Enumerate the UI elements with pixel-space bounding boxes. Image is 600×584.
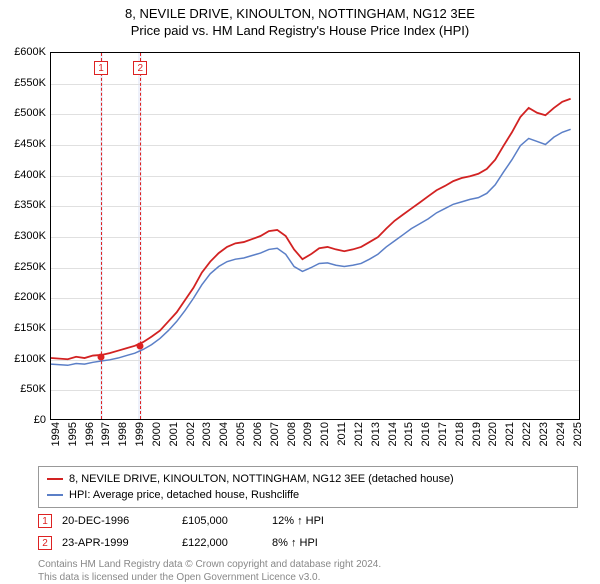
x-tick-label: 2000	[151, 422, 163, 452]
sale-point	[97, 353, 104, 360]
x-tick-label: 2014	[387, 422, 399, 452]
x-tick-label: 2025	[572, 422, 584, 452]
legend-swatch	[47, 494, 63, 496]
legend: 8, NEVILE DRIVE, KINOULTON, NOTTINGHAM, …	[38, 466, 578, 584]
series-hpi	[51, 129, 571, 365]
x-tick-label: 2005	[235, 422, 247, 452]
x-tick-label: 1998	[117, 422, 129, 452]
x-tick-label: 2024	[555, 422, 567, 452]
event-delta: 12% ↑ HPI	[272, 515, 324, 527]
y-axis: £0£50K£100K£150K£200K£250K£300K£350K£400…	[0, 52, 48, 420]
x-axis: 1994 1995 1996 1997 1998 1999 2000 2001 2002 2003…	[50, 422, 580, 464]
x-tick-label: 2012	[353, 422, 365, 452]
event-date: 20-DEC-1996	[62, 515, 172, 527]
chart-title: 8, NEVILE DRIVE, KINOULTON, NOTTINGHAM, …	[0, 6, 600, 21]
y-tick-label: £150K	[14, 322, 46, 334]
y-tick-label: £200K	[14, 291, 46, 303]
y-tick-label: £450K	[14, 138, 46, 150]
x-tick-label: 2003	[201, 422, 213, 452]
y-tick-label: £300K	[14, 230, 46, 242]
x-tick-label: 2016	[420, 422, 432, 452]
x-tick-label: 2004	[218, 422, 230, 452]
x-tick-label: 1996	[84, 422, 96, 452]
x-tick-label: 2013	[370, 422, 382, 452]
event-price: £122,000	[182, 537, 262, 549]
y-tick-label: £350K	[14, 199, 46, 211]
legend-row: HPI: Average price, detached house, Rush…	[47, 487, 569, 503]
y-tick-label: £600K	[14, 46, 46, 58]
event-badge: 1	[38, 514, 52, 528]
legend-swatch	[47, 478, 63, 480]
x-tick-label: 2001	[168, 422, 180, 452]
x-tick-label: 2010	[319, 422, 331, 452]
footnote-line: This data is licensed under the Open Gov…	[38, 571, 578, 584]
x-tick-label: 1997	[100, 422, 112, 452]
y-tick-label: £0	[34, 414, 46, 426]
y-tick-label: £500K	[14, 107, 46, 119]
x-tick-label: 2021	[504, 422, 516, 452]
x-tick-label: 2017	[437, 422, 449, 452]
legend-label: 8, NEVILE DRIVE, KINOULTON, NOTTINGHAM, …	[69, 473, 454, 485]
x-tick-label: 2018	[454, 422, 466, 452]
x-tick-label: 2023	[538, 422, 550, 452]
event-delta: 8% ↑ HPI	[272, 537, 318, 549]
events-list: 1 20-DEC-1996 £105,000 12% ↑ HPI 2 23-APR-199…	[38, 512, 578, 552]
event-badge: 2	[38, 536, 52, 550]
x-tick-label: 2006	[252, 422, 264, 452]
x-tick-label: 2011	[336, 422, 348, 452]
chart-area: 12	[50, 52, 580, 420]
event-price: £105,000	[182, 515, 262, 527]
event-row: 1 20-DEC-1996 £105,000 12% ↑ HPI	[38, 512, 578, 530]
event-marker-line	[140, 53, 141, 419]
x-tick-label: 2015	[403, 422, 415, 452]
series-price-paid	[51, 99, 571, 359]
line-layer	[51, 53, 579, 419]
sale-point	[137, 343, 144, 350]
event-date: 23-APR-1999	[62, 537, 172, 549]
legend-box: 8, NEVILE DRIVE, KINOULTON, NOTTINGHAM, …	[38, 466, 578, 508]
event-marker-line	[101, 53, 102, 419]
x-tick-label: 1994	[50, 422, 62, 452]
x-tick-label: 2007	[269, 422, 281, 452]
x-tick-label: 2009	[302, 422, 314, 452]
y-tick-label: £400K	[14, 169, 46, 181]
legend-label: HPI: Average price, detached house, Rush…	[69, 489, 299, 501]
x-tick-label: 2020	[487, 422, 499, 452]
x-tick-label: 1995	[67, 422, 79, 452]
chart-subtitle: Price paid vs. HM Land Registry's House …	[0, 23, 600, 38]
x-tick-label: 2002	[185, 422, 197, 452]
x-tick-label: 2022	[521, 422, 533, 452]
x-tick-label: 2008	[286, 422, 298, 452]
x-tick-label: 1999	[134, 422, 146, 452]
y-tick-label: £250K	[14, 261, 46, 273]
event-row: 2 23-APR-1999 £122,000 8% ↑ HPI	[38, 534, 578, 552]
x-tick-label: 2019	[471, 422, 483, 452]
event-marker-badge: 2	[133, 61, 147, 75]
y-tick-label: £550K	[14, 77, 46, 89]
y-tick-label: £50K	[20, 383, 46, 395]
legend-row: 8, NEVILE DRIVE, KINOULTON, NOTTINGHAM, …	[47, 471, 569, 487]
y-tick-label: £100K	[14, 353, 46, 365]
event-marker-badge: 1	[94, 61, 108, 75]
footnote: Contains HM Land Registry data © Crown c…	[38, 558, 578, 584]
